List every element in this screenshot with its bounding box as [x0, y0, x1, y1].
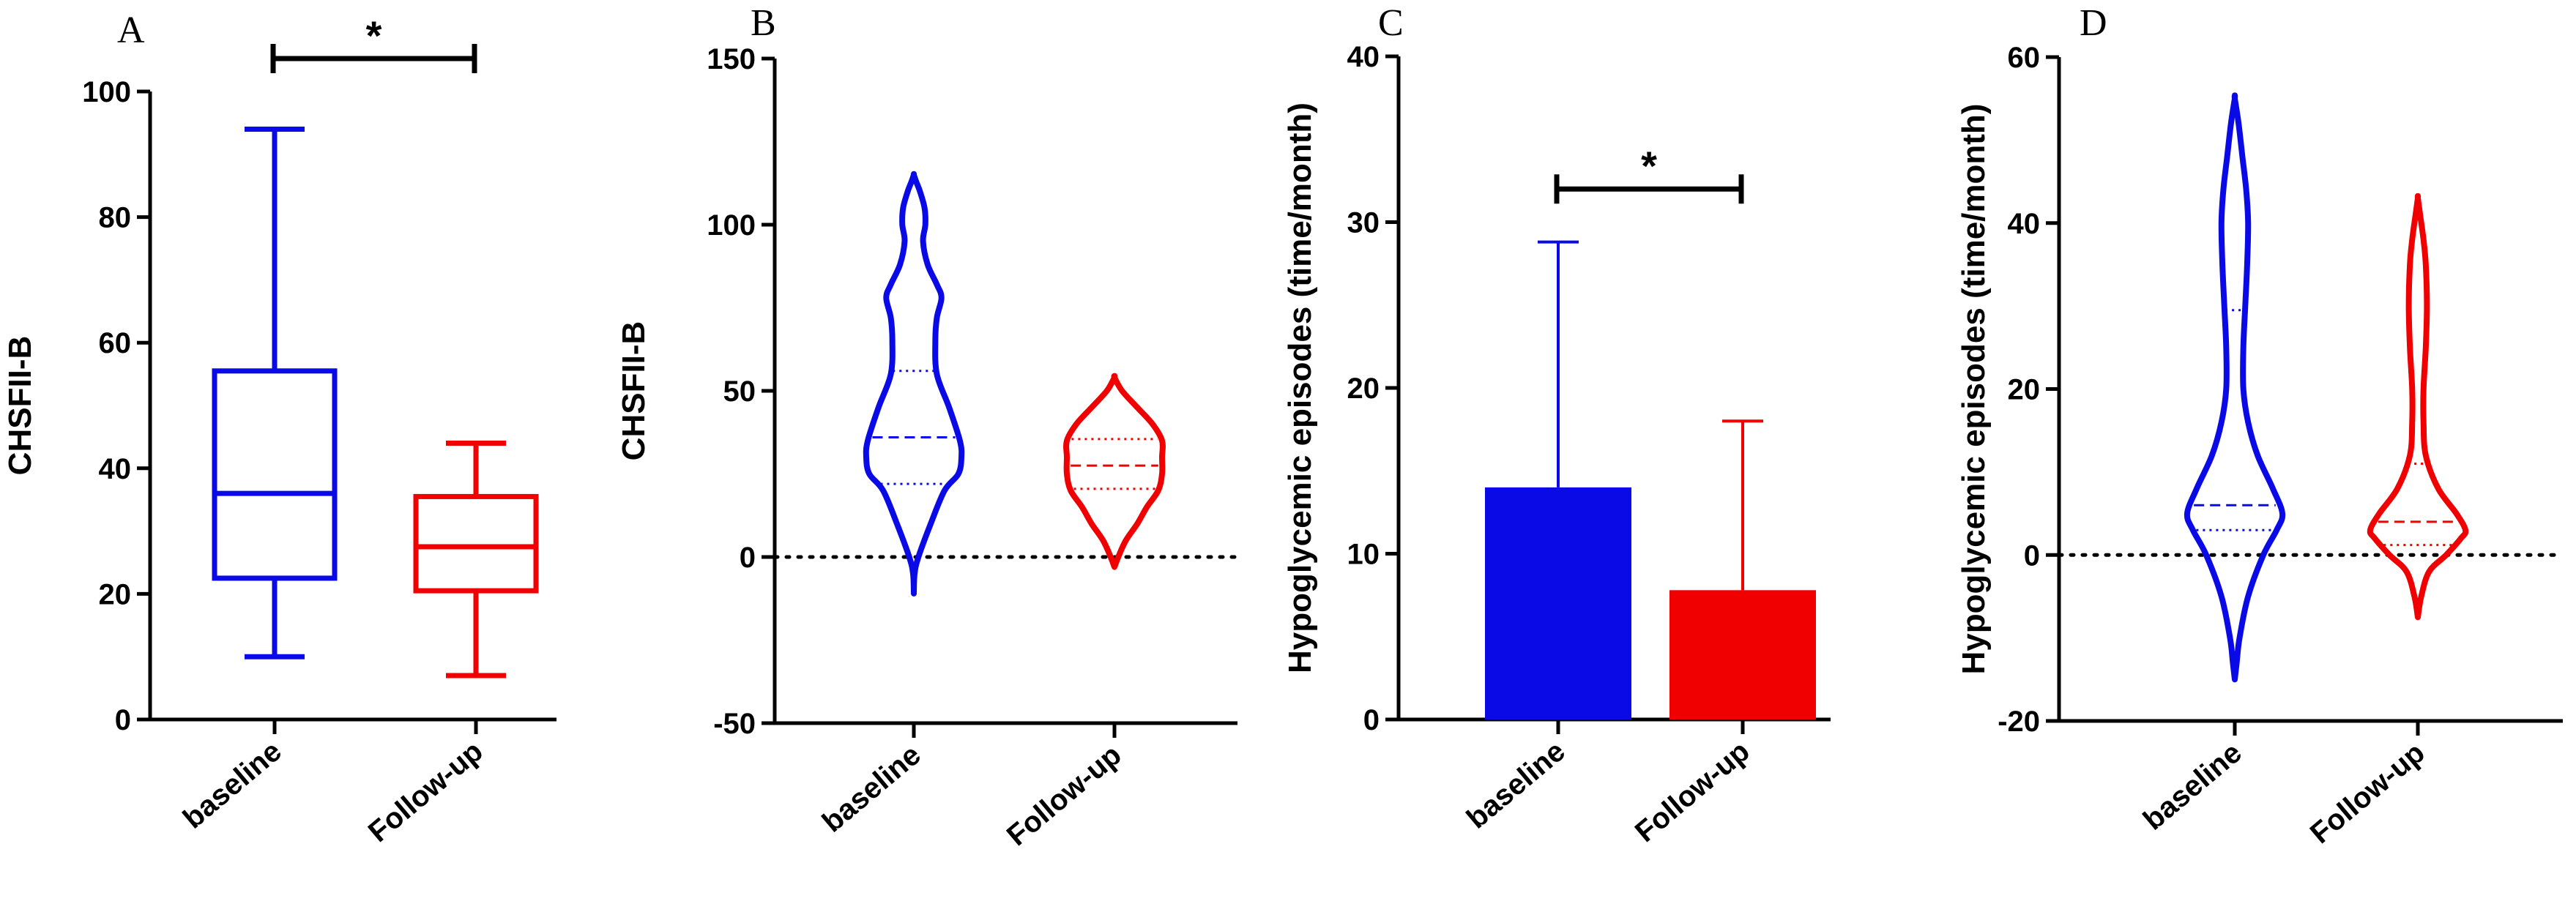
panel-a: 0 20 40 60 80 100 baseline Follow-up CHSFII-B A * [2, 10, 556, 848]
y-tick-label: 80 [99, 202, 132, 234]
violin-outline [2367, 192, 2469, 621]
y-axis-title: Hypoglycemic episodes (time/month) [1282, 102, 1318, 673]
y-tick-label: 50 [723, 375, 756, 408]
y-tick-label: 0 [115, 704, 131, 736]
violin-outline [1063, 373, 1166, 570]
panel-letter: D [2080, 2, 2107, 44]
violin-outline [863, 171, 965, 597]
y-tick-label: 0 [740, 542, 756, 574]
panel-letter: A [117, 10, 145, 51]
x-tick-label: baseline [177, 735, 288, 835]
y-tick-label: 0 [2024, 539, 2040, 572]
y-tick-label: 40 [99, 453, 132, 485]
x-tick-label: Follow-up [362, 735, 489, 848]
box-follow-up [413, 440, 539, 678]
y-tick-label: 30 [1347, 207, 1380, 239]
significance-marker: * [1641, 143, 1657, 189]
significance-marker: * [366, 12, 382, 59]
bar-baseline [1485, 240, 1631, 719]
y-tick-label: 20 [2008, 374, 2041, 406]
panel-letter: B [751, 2, 776, 44]
y-tick-label: 60 [2008, 42, 2041, 74]
x-tick-label: baseline [1461, 735, 1571, 835]
x-tick-label: baseline [816, 739, 927, 839]
panel-d: -20 0 20 40 60 baseline Follow-up Hypoglycemic … [1956, 2, 2565, 850]
y-tick-label: 40 [2008, 208, 2041, 240]
y-tick-label: 10 [1347, 539, 1380, 571]
y-axis-title: CHSFII-B [616, 321, 652, 461]
violin-follow-up [1063, 373, 1166, 570]
x-tick-label: Follow-up [2304, 736, 2431, 850]
bar-follow-up [1669, 419, 1816, 719]
panel-letter: C [1378, 2, 1404, 44]
y-tick-label: 60 [99, 327, 132, 359]
y-tick-label: 150 [707, 43, 756, 75]
y-tick-label: 0 [1363, 704, 1380, 736]
bar [1669, 590, 1816, 719]
x-tick-label: Follow-up [1629, 735, 1756, 848]
x-tick-label: Follow-up [1001, 739, 1128, 852]
y-tick-label: 40 [1347, 41, 1380, 73]
y-tick-label: -20 [1998, 706, 2040, 738]
x-tick-label: baseline [2137, 736, 2248, 837]
violin-baseline [2184, 92, 2286, 683]
y-axis-title: Hypoglycemic episodes (time/month) [1956, 104, 1992, 675]
violin-outline [2184, 92, 2286, 683]
y-tick-label: -50 [713, 708, 756, 740]
bar [1485, 487, 1631, 719]
y-tick-label: 20 [99, 578, 132, 610]
violin-follow-up [2367, 192, 2469, 621]
y-axis-title: CHSFII-B [2, 336, 38, 476]
box-baseline [212, 126, 338, 659]
y-tick-label: 100 [82, 76, 131, 108]
violin-baseline [863, 171, 965, 597]
box-iqr [212, 368, 338, 581]
panel-b: -50 0 50 100 150 baseline Follow-up CHSFII-B B [616, 2, 1240, 852]
y-tick-label: 20 [1347, 373, 1380, 405]
panel-c: 0 10 20 30 40 baseline Follow-up Hypoglycemic e… [1282, 2, 1831, 848]
box-iqr [413, 493, 539, 594]
y-tick-label: 100 [707, 209, 756, 242]
